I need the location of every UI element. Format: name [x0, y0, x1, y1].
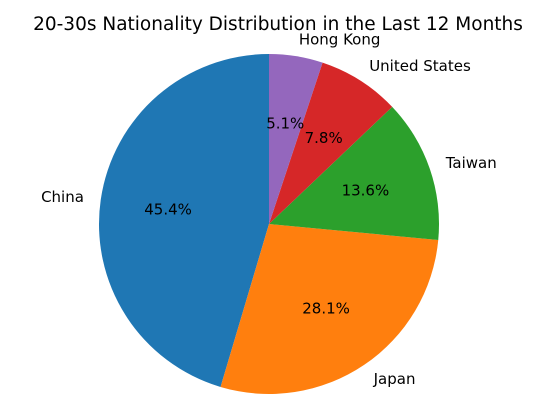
percentage-label-china: 45.4% — [144, 200, 192, 218]
pie-slices — [99, 54, 439, 394]
category-label-taiwan: Taiwan — [445, 154, 497, 172]
percentage-label-united-states: 7.8% — [305, 129, 343, 147]
percentage-label-japan: 28.1% — [302, 300, 350, 318]
category-label-hong-kong: Hong Kong — [299, 30, 381, 48]
category-label-united-states: United States — [369, 57, 471, 75]
percentage-label-taiwan: 13.6% — [342, 182, 390, 200]
category-label-japan: Japan — [373, 370, 416, 388]
category-label-china: China — [41, 188, 84, 206]
chart-title: 20-30s Nationality Distribution in the L… — [33, 14, 523, 35]
percentage-label-hong-kong: 5.1% — [266, 114, 304, 132]
